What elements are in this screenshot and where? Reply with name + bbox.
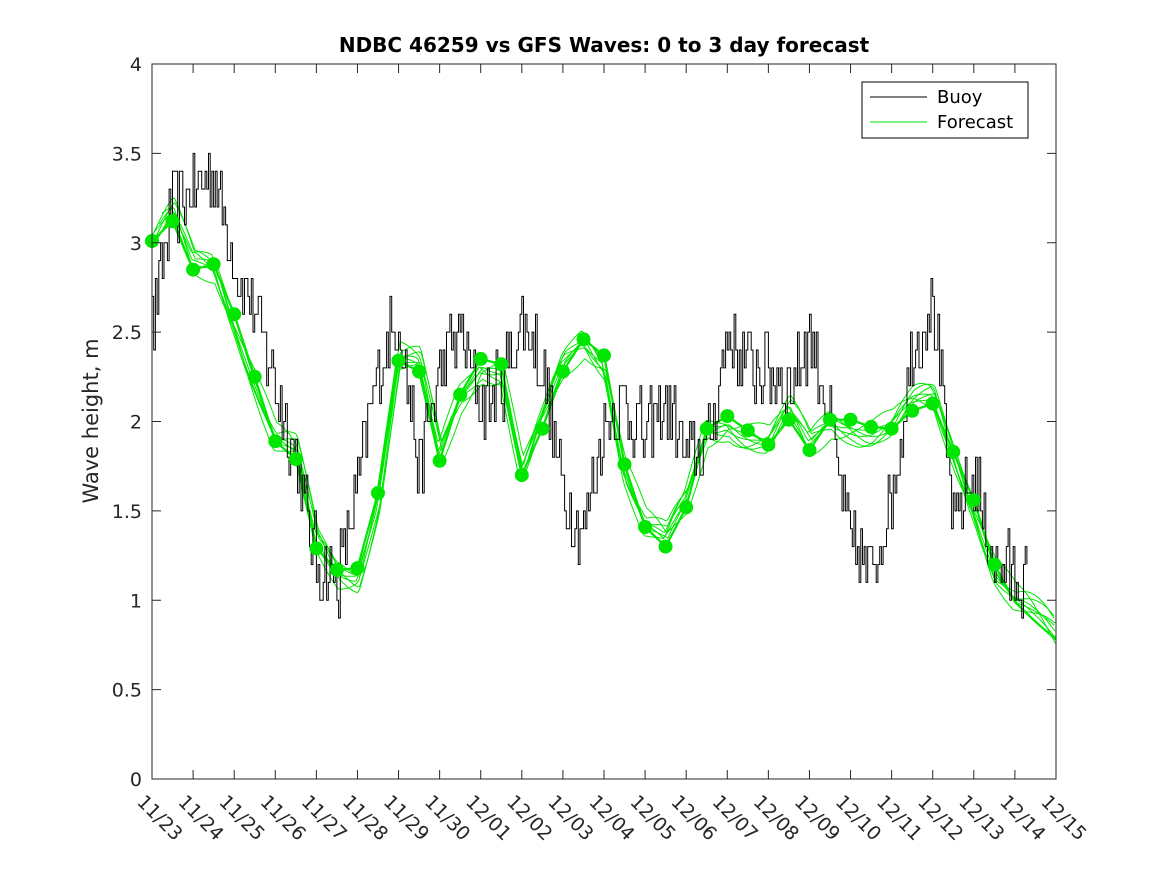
chart-title: NDBC 46259 vs GFS Waves: 0 to 3 day fore… (339, 33, 870, 57)
forecast-marker-35 (843, 412, 858, 427)
axes-layer (151, 63, 1057, 780)
forecast-marker-27 (679, 500, 694, 515)
forecast-marker-20 (535, 421, 550, 436)
forecast-marker-23 (597, 348, 611, 363)
forecast-marker-10 (329, 562, 344, 577)
forecast-run-7 (153, 197, 1055, 619)
forecast-marker-30 (740, 423, 755, 438)
forecast-marker-19 (514, 468, 529, 483)
y-tick-label-3: 1.5 (112, 501, 142, 523)
forecast-marker-11 (350, 561, 365, 576)
forecast-marker-37 (884, 421, 899, 436)
legend-forecast-label: Forecast (937, 112, 1013, 133)
forecast-marker-39 (925, 396, 940, 411)
forecast-marker-12 (371, 486, 385, 500)
forecast-marker-5 (227, 307, 242, 322)
marker-layer (145, 214, 1002, 577)
forecast-marker-26 (658, 539, 673, 554)
forecast-marker-41 (966, 493, 981, 508)
y-axis-label: Wave height, m (79, 338, 103, 503)
forecast-marker-31 (761, 437, 776, 452)
buoy-line (152, 152, 1028, 619)
forecast-marker-38 (905, 403, 920, 418)
y-tick-label-2: 1 (130, 590, 142, 612)
forecast-marker-36 (864, 419, 879, 434)
forecast-marker-21 (555, 364, 570, 379)
forecast-marker-14 (412, 364, 427, 379)
forecast-marker-16 (453, 387, 468, 402)
forecast-marker-2 (165, 214, 180, 229)
forecast-marker-42 (987, 557, 1002, 572)
forecast-marker-8 (288, 452, 303, 466)
forecast-marker-6 (247, 369, 262, 384)
legend-buoy-label: Buoy (937, 87, 983, 108)
forecast-marker-32 (781, 412, 796, 427)
forecast-marker-24 (617, 457, 632, 472)
y-tick-label-4: 2 (130, 412, 142, 434)
forecast-marker-28 (699, 421, 714, 436)
forecast-marker-4 (206, 257, 221, 272)
legend: Buoy Forecast (861, 81, 1029, 139)
y-tick-label-5: 2.5 (112, 322, 142, 344)
forecast-marker-3 (186, 262, 201, 277)
forecast-marker-17 (473, 351, 488, 366)
y-tick-labels: 0 0.5 1 1.5 2 2.5 3 3.5 4 (112, 54, 142, 791)
y-tick-label-1: 0.5 (112, 680, 142, 702)
y-tick-label-6: 3 (130, 233, 142, 255)
forecast-marker-25 (638, 520, 653, 534)
forecast-marker-29 (720, 409, 735, 424)
forecast-marker-34 (823, 412, 837, 427)
forecast-marker-18 (494, 357, 509, 372)
forecast-marker-7 (268, 434, 283, 449)
forecast-marker-22 (576, 332, 591, 347)
forecast-marker-40 (946, 444, 961, 459)
y-tick-label-8: 4 (130, 54, 142, 76)
forecast-marker-33 (802, 443, 817, 458)
y-tick-label-0: 0 (130, 769, 142, 791)
forecast-marker-15 (432, 453, 447, 468)
forecast-marker-9 (309, 541, 324, 556)
legend-box (861, 81, 1029, 139)
y-tick-label-7: 3.5 (112, 143, 142, 165)
buoy-layer (152, 152, 1028, 619)
forecast-marker-13 (391, 353, 406, 368)
